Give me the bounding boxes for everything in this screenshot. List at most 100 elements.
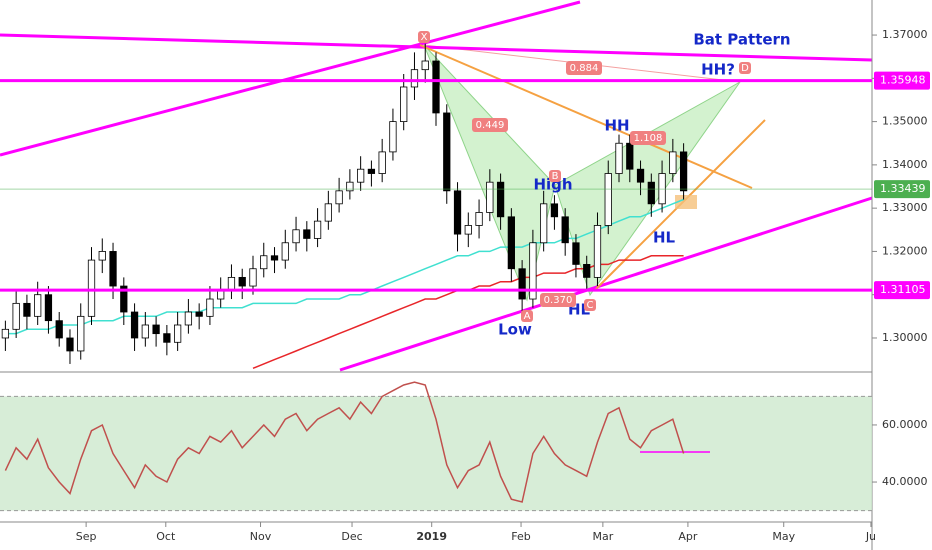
candle-body (507, 216, 515, 270)
annotation: HH? (701, 61, 735, 79)
x-tick-label: Nov (250, 530, 272, 543)
candle-body (572, 242, 580, 265)
annotation: HH (604, 117, 629, 135)
candle-body (173, 324, 182, 343)
candle-body (389, 121, 397, 153)
candle-body (669, 151, 677, 174)
candle-body (270, 255, 279, 261)
candle-body (583, 264, 591, 278)
candle-body (529, 242, 537, 300)
point-label: A (524, 311, 531, 322)
trend-line (339, 196, 873, 372)
x-tick-label: Oct (156, 530, 176, 543)
candle-body (367, 168, 376, 174)
trend-line (0, 0, 581, 157)
candle-body (615, 142, 623, 174)
candle-body (227, 276, 236, 291)
ratio-label: 0.449 (476, 120, 505, 131)
x-tick-label: Ju (865, 530, 876, 543)
y-tick-label: 1.30000 (882, 331, 928, 344)
x-tick-label: Feb (511, 530, 530, 543)
candle-body (604, 173, 612, 226)
ratio-label: 1.108 (634, 133, 663, 144)
candle-body (152, 324, 160, 335)
candle-body (23, 302, 31, 317)
point-label: D (741, 63, 749, 74)
y-tick-label: 1.35000 (882, 115, 928, 128)
y-tick-label: 1.34000 (882, 158, 928, 171)
series-line (5, 198, 684, 335)
ratio-tag (472, 118, 508, 132)
candle-body (626, 142, 634, 170)
pattern-leg (554, 81, 741, 297)
ratio-tag (630, 131, 666, 145)
candle-body (281, 242, 289, 261)
y-tick-label: 40.0000 (882, 475, 928, 488)
candle-body (378, 151, 386, 174)
candle-body (561, 216, 569, 244)
candle-body (486, 181, 494, 213)
point-tag (739, 62, 751, 74)
x-tick-label: 2019 (416, 530, 447, 543)
candle-body (421, 60, 429, 71)
y-tick-label: 1.32000 (882, 244, 928, 257)
candle-body (130, 311, 139, 339)
candle-body (324, 203, 332, 222)
candle-body (679, 151, 688, 192)
candle-body (12, 302, 20, 330)
point-tag (418, 31, 430, 43)
candle-body (98, 251, 106, 261)
price-level-tag (874, 180, 930, 199)
y-tick-label: 60.0000 (882, 418, 928, 431)
price-level-label: 1.35948 (880, 74, 926, 87)
candle-body (34, 294, 42, 317)
point-label: B (552, 171, 559, 182)
candle-body (518, 268, 526, 300)
trend-line (0, 33, 873, 62)
candle-body (195, 311, 203, 317)
candle-body (540, 203, 548, 244)
point-label: C (587, 300, 594, 311)
trend-line (419, 44, 753, 189)
candle-body (292, 229, 300, 244)
candle-body (453, 190, 462, 235)
ratio-tag (566, 61, 602, 75)
x-tick-label: Sep (76, 530, 97, 543)
candle-body (593, 225, 602, 278)
candle-body (550, 203, 559, 218)
candle-body (475, 212, 483, 226)
candle-body (66, 337, 74, 352)
annotations: Bat Pattern HH? HH High HL Low HL X D B … (418, 31, 791, 339)
candle-body (432, 60, 440, 114)
ratio-label: 0.884 (570, 63, 599, 74)
candle-body (1, 328, 10, 339)
candle-body (44, 294, 53, 322)
candle-body (249, 268, 257, 287)
point-tag (521, 310, 533, 322)
y-tick-label: 1.33000 (882, 201, 928, 214)
candle-body (647, 181, 655, 205)
rsi-band (0, 396, 872, 511)
annotation: Bat Pattern (693, 31, 790, 49)
candle-body (335, 190, 343, 205)
candle-body (313, 220, 322, 239)
candle-body (238, 276, 246, 287)
candle-body (87, 259, 96, 317)
price-level-tag (874, 281, 930, 300)
candle-body (636, 168, 645, 183)
point-label: X (421, 32, 428, 43)
candle-body (464, 225, 472, 235)
point-tag (584, 299, 596, 311)
candle-body (206, 298, 214, 317)
annotation: Low (498, 321, 532, 339)
ratio-label: 0.370 (544, 295, 573, 306)
point-tag (549, 170, 561, 182)
annotation: High (533, 176, 572, 194)
series-line (252, 255, 684, 369)
candle-body (496, 181, 505, 218)
candle-body (120, 285, 128, 313)
marks: 1.300001.310001.320001.330001.340001.350… (0, 28, 930, 543)
candle-body (303, 229, 311, 239)
candle-body (410, 69, 419, 88)
